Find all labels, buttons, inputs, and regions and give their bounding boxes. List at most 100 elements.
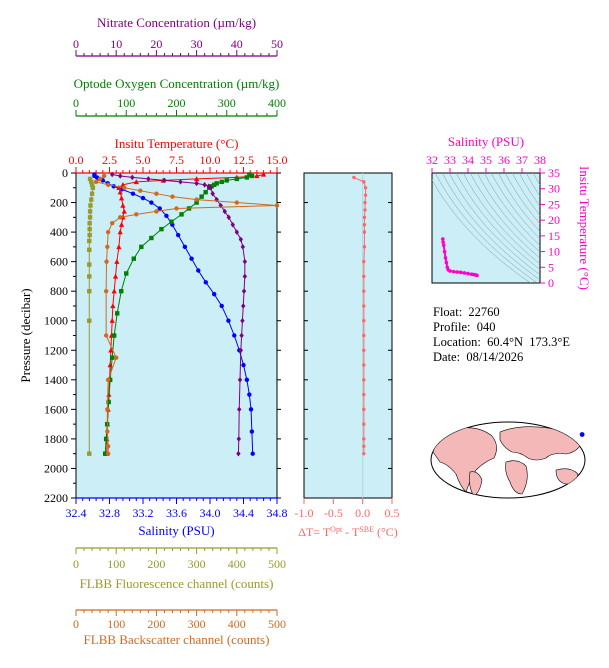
nitrate-data-point: [237, 377, 243, 383]
ts-x-tick-label: 34: [462, 153, 474, 167]
oxygen-data-point: [203, 190, 208, 195]
delta-t-data-point: [352, 175, 356, 180]
nitrate-tick-label: 0: [73, 37, 79, 51]
nitrate-data-point: [118, 173, 123, 179]
backscatter-data-point: [274, 203, 280, 208]
density-contour-line: [498, 173, 540, 232]
oxygen-axis-label: Optode Oxygen Concentration (µm/kg): [74, 76, 280, 91]
fluorescence-data-point: [87, 451, 92, 456]
temperature-data-point: [117, 229, 123, 235]
fluorescence-data-point: [89, 191, 95, 196]
delta-t-x-tick-label: -0.5: [324, 506, 343, 520]
oxygen-data-point: [149, 235, 154, 241]
pressure-tick-label: 2200: [44, 491, 68, 505]
ts-x-tick-label: 37: [516, 153, 528, 167]
ts-x-tick-label: 33: [444, 153, 456, 167]
backscatter-data-point: [93, 179, 99, 185]
salinity-data-point: [140, 195, 146, 201]
salinity-data-point: [175, 232, 181, 238]
temperature-tick-label: 15.0: [267, 153, 288, 167]
oxygen-data-point: [244, 175, 250, 180]
oxygen-data-point: [169, 219, 174, 224]
fluorescence-data-point: [87, 247, 92, 253]
density-contour-line: [491, 173, 540, 240]
delta-t-label-superscript: Opt: [330, 525, 343, 534]
density-contour-line: [432, 179, 531, 283]
ts-data-point: [459, 270, 463, 275]
backscatter-data-point: [97, 176, 103, 182]
fluorescence-data-point: [88, 203, 93, 208]
delta-t-data-point: [362, 180, 366, 184]
oxygen-data-point: [211, 182, 217, 188]
pressure-tick-label: 600: [50, 255, 68, 269]
ts-y-tick-label: 30: [548, 182, 560, 196]
delta-t-data-point: [363, 193, 368, 197]
nitrate-data-point: [242, 258, 248, 265]
ts-y-tick-label: 35: [548, 166, 560, 180]
ts-data-point: [444, 260, 449, 265]
backscatter-tick-label: 400: [228, 617, 246, 631]
delta-t-data-point: [363, 200, 367, 205]
oxygen-data-point: [109, 355, 115, 360]
fluorescence-tick-label: 300: [188, 557, 206, 571]
fluorescence-tick-label: 500: [268, 557, 286, 571]
nitrate-data-point: [210, 190, 215, 197]
ts-y-tick-label: 0: [548, 276, 554, 290]
ts-y-tick-label: 20: [548, 213, 560, 227]
backscatter-data-point: [105, 182, 111, 188]
oxygen-data-point: [103, 436, 109, 442]
ts-data-point: [455, 270, 460, 274]
delta-t-series: [352, 175, 368, 456]
backscatter-data-point: [105, 244, 110, 250]
density-contour-line: [470, 173, 540, 259]
nitrate-data-point: [237, 406, 242, 413]
world-map-land: [432, 426, 583, 497]
fluorescence-data-point: [87, 318, 92, 323]
nitrate-data-point: [230, 221, 235, 228]
salinity-data-point: [247, 392, 252, 397]
pressure-tick-label: 1000: [44, 314, 68, 328]
pressure-tick-label: 200: [50, 196, 68, 210]
profile-number: Profile: 040: [433, 320, 496, 334]
salinity-data-point: [241, 362, 246, 368]
delta-t-data-point: [362, 451, 366, 456]
backscatter-data-point: [104, 259, 109, 264]
delta-t-data-point: [362, 348, 366, 352]
float-location: Location: 60.4°N 173.3°E: [433, 335, 571, 349]
salinity-data-point: [250, 451, 255, 456]
delta-t-data-point: [362, 259, 366, 264]
pressure-axis-label: Pressure (decibar): [18, 288, 33, 382]
ts-x-axis-label: Salinity (PSU): [448, 134, 524, 149]
temperature-data-point: [116, 244, 122, 250]
continent-shape: [469, 471, 483, 497]
fluorescence-data-point: [87, 288, 92, 294]
temperature-data-point: [118, 221, 125, 227]
oxygen-data-point: [199, 194, 204, 199]
nitrate-data-point: [236, 450, 241, 457]
salinity-data-point: [149, 200, 154, 205]
pressure-tick-label: 1600: [44, 402, 68, 416]
backscatter-data-point: [105, 444, 111, 449]
delta-t-data-point: [362, 437, 366, 441]
nitrate-data-point: [202, 182, 207, 188]
nitrate-data-point: [130, 174, 135, 181]
temperature-data-point: [117, 189, 123, 195]
oxygen-tick-label: 400: [268, 96, 286, 110]
ts-data-point: [441, 240, 445, 244]
temperature-tick-label: 5.0: [136, 153, 151, 167]
float-id: Float: 22760: [433, 305, 500, 319]
nitrate-tick-label: 50: [271, 37, 283, 51]
backscatter-data-point: [103, 288, 109, 294]
salinity-axis-label: Salinity (PSU): [138, 523, 214, 538]
salinity-data-point: [182, 244, 188, 250]
backscatter-axis-label: FLBB Backscatter channel (counts): [84, 632, 270, 647]
temperature-tick-label: 10.0: [200, 153, 221, 167]
backscatter-data-point: [105, 229, 111, 235]
backscatter-series: [93, 173, 280, 456]
nitrate-data-point: [242, 273, 248, 280]
oxygen-data-point: [119, 288, 124, 294]
temperature-data-point: [254, 173, 260, 179]
oxygen-tick-label: 300: [218, 96, 236, 110]
ts-x-tick-label: 32: [426, 153, 438, 167]
nitrate-data-point: [194, 180, 199, 187]
